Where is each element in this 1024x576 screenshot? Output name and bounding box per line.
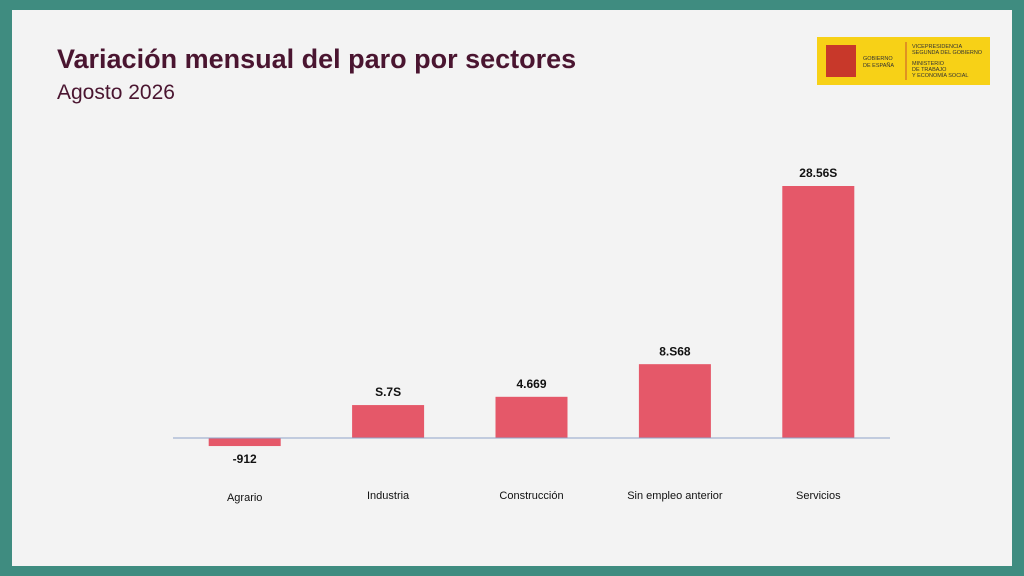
x-tick-label: Industria xyxy=(367,490,410,502)
bar xyxy=(782,186,855,438)
subtitle: Agosto 2026 xyxy=(57,81,175,104)
x-tick-label: Servicios xyxy=(796,490,841,502)
data-label: 4.669 xyxy=(516,377,546,391)
data-label: -912 xyxy=(233,452,257,466)
x-tick-label: Sin empleo anterior xyxy=(627,490,723,502)
logo-crest xyxy=(826,45,856,77)
plot: -912 Agrario S.7S Industria 4.669 Construcció… xyxy=(173,166,890,504)
x-tick-label: Construcción xyxy=(499,490,563,502)
logo-text: GOBIERNO xyxy=(863,56,893,62)
bar xyxy=(208,438,281,447)
logo-text: SEGUNDA DEL GOBIERNO xyxy=(912,50,983,56)
data-label: 8.S68 xyxy=(659,344,691,358)
bar xyxy=(352,405,425,438)
logo-text: Y ECONOMÍA SOCIAL xyxy=(912,72,968,79)
logo: GOBIERNO DE ESPAÑA VICEPRESIDENCIA SEGUN… xyxy=(817,37,990,85)
logo-text: VICEPRESIDENCIA xyxy=(912,44,962,50)
bar xyxy=(638,364,711,438)
logo-text: MINISTERIO xyxy=(912,61,945,67)
bar xyxy=(495,396,568,438)
data-label: S.7S xyxy=(375,385,401,399)
x-tick-label: Agrario xyxy=(227,492,262,504)
logo-text: DE ESPAÑA xyxy=(863,62,894,69)
data-label: 28.56S xyxy=(799,166,837,180)
title: Variación mensual del paro por sectores xyxy=(57,44,576,74)
logo-text: DE TRABAJO xyxy=(912,67,947,73)
